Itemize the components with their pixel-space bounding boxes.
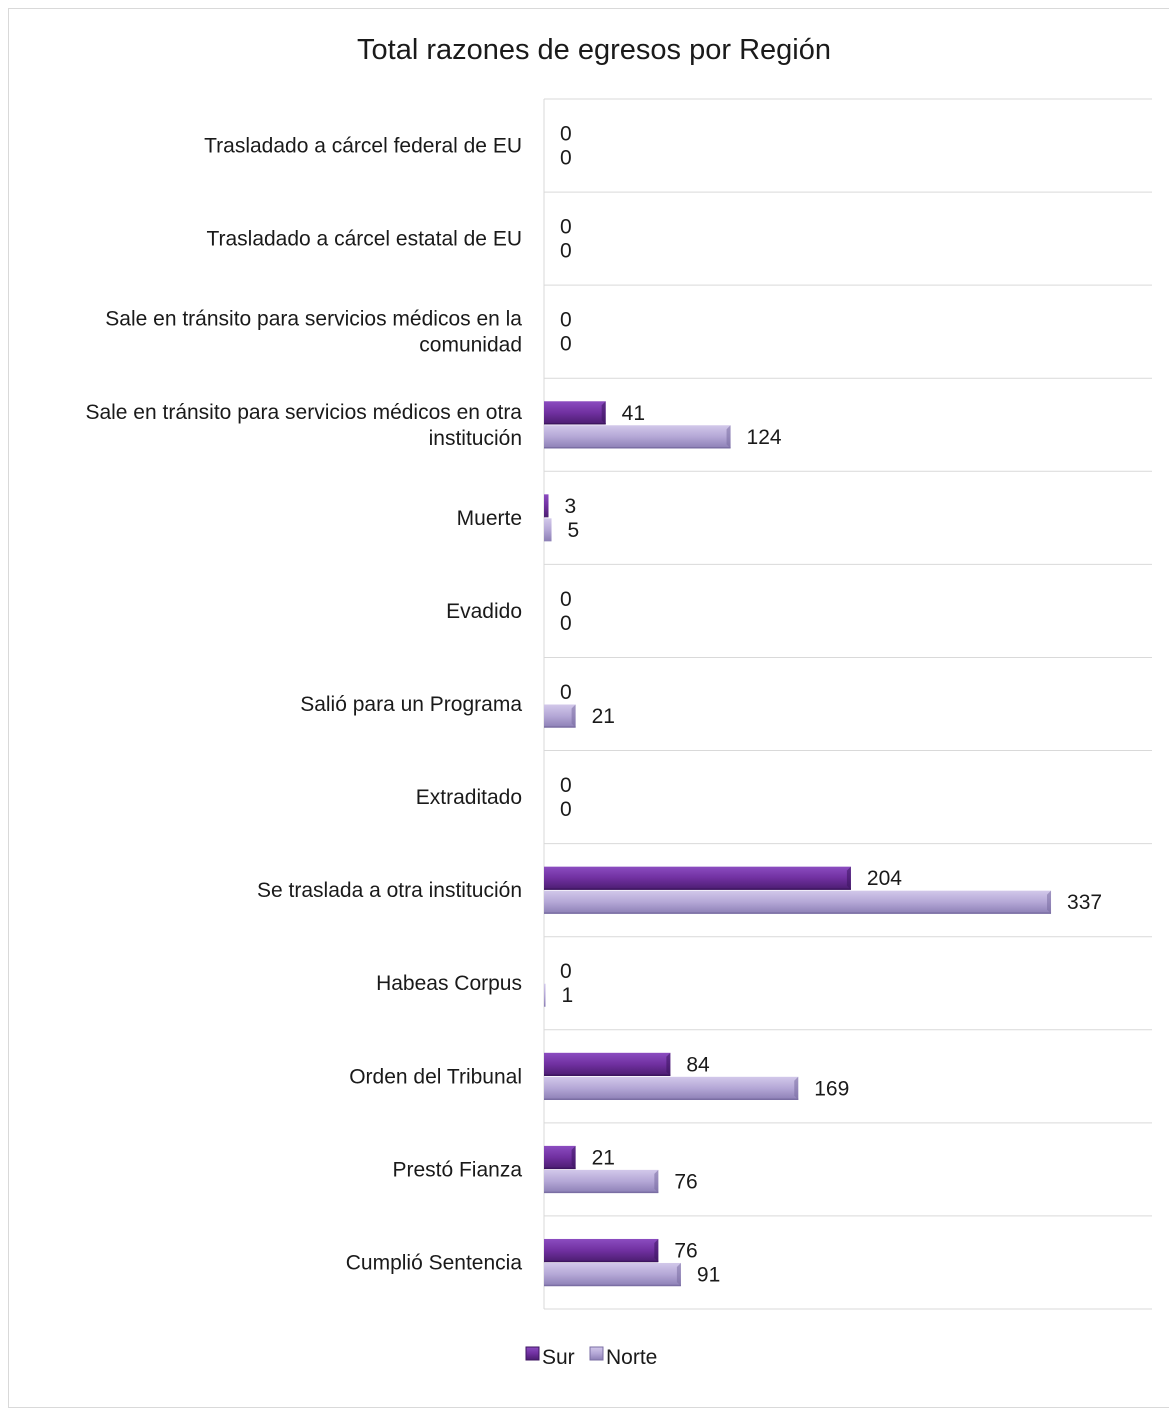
data-label-norte: 5	[568, 519, 580, 542]
bar-series	[544, 401, 1052, 1287]
data-label-sur: 0	[560, 216, 572, 239]
bar-bevel	[654, 1169, 659, 1193]
bar-sur	[544, 401, 606, 425]
bar-face	[544, 1052, 671, 1076]
bar-sur	[544, 1052, 671, 1077]
data-label-norte: 21	[592, 705, 615, 728]
bar-bevel	[676, 1262, 681, 1286]
bar-face	[544, 1238, 659, 1262]
bar-norte	[544, 518, 552, 542]
data-label-norte: 0	[560, 612, 572, 635]
bar-norte	[544, 1076, 799, 1101]
bar-sur	[544, 494, 549, 518]
bar-face	[544, 890, 1052, 914]
bar-norte	[544, 1262, 681, 1287]
legend-label-norte: Norte	[606, 1346, 657, 1369]
category-label: Habeas Corpus	[376, 972, 522, 995]
data-label-norte: 0	[560, 333, 572, 356]
data-label-sur: 204	[867, 867, 902, 890]
data-label-norte: 1	[562, 984, 574, 1007]
data-label-sur: 0	[560, 309, 572, 332]
data-label-norte: 0	[560, 147, 572, 170]
data-label-sur: 0	[560, 681, 572, 704]
category-label: Prestó Fianza	[392, 1158, 522, 1181]
bar-face	[544, 1169, 659, 1193]
category-label: Orden del Tribunal	[349, 1065, 522, 1088]
bar-bevel	[571, 1145, 576, 1169]
bar-sur	[544, 866, 851, 890]
bar-face	[544, 866, 851, 890]
category-label: Extraditado	[416, 786, 522, 809]
legend-label-sur: Sur	[542, 1346, 575, 1369]
data-label-sur: 21	[592, 1146, 615, 1169]
data-label-sur: 0	[560, 960, 572, 983]
bar-face	[544, 425, 731, 449]
legend-swatch-sur	[525, 1346, 540, 1361]
bar-sur	[544, 1238, 659, 1263]
data-label-norte: 169	[814, 1077, 849, 1100]
bar-face	[544, 401, 606, 425]
category-axis-labels: Trasladado a cárcel federal de EU Traslad…	[85, 135, 522, 1275]
data-label-norte: 337	[1067, 891, 1102, 914]
data-label-sur: 41	[622, 402, 645, 425]
bar-bevel	[1047, 890, 1052, 914]
bar-bevel	[794, 1076, 799, 1100]
bar-bevel	[601, 401, 606, 425]
category-label: Salió para un Programa	[300, 693, 522, 716]
bar-sur	[544, 1145, 576, 1170]
bar-norte	[544, 1169, 659, 1194]
bar-face	[544, 704, 576, 728]
bar-face	[544, 518, 552, 542]
bar-norte	[544, 890, 1052, 914]
legend: Sur Norte	[525, 1346, 657, 1369]
bar-norte	[544, 983, 546, 1007]
data-label-norte: 76	[674, 1170, 697, 1193]
category-label: Sale en tránsito para servicios médicos …	[85, 401, 522, 450]
category-label: Trasladado a cárcel estatal de EU	[206, 228, 522, 251]
category-label: Cumplió Sentencia	[346, 1251, 523, 1274]
category-gridlines	[543, 98, 1152, 1310]
category-label: Se traslada a otra institución	[257, 879, 522, 902]
bar-face	[544, 494, 549, 518]
data-label-norte: 91	[697, 1263, 720, 1286]
data-label-sur: 0	[560, 588, 572, 611]
bar-norte	[544, 704, 576, 728]
data-label-norte: 124	[747, 426, 782, 449]
category-label: Muerte	[457, 507, 522, 530]
bar-face	[544, 1145, 576, 1169]
bar-bevel	[666, 1052, 671, 1076]
data-label-norte: 0	[560, 798, 572, 821]
bar-face	[544, 1076, 799, 1100]
bar-bevel	[846, 866, 851, 890]
data-label-sur: 0	[560, 774, 572, 797]
data-label-sur: 3	[565, 495, 577, 518]
legend-swatch-norte	[589, 1346, 604, 1361]
bar-bevel	[726, 425, 731, 449]
data-labels: 0000004112435000210020433701841692176769…	[560, 123, 1102, 1287]
data-label-sur: 76	[674, 1239, 697, 1262]
bar-face	[544, 983, 546, 1007]
bar-bevel	[654, 1238, 659, 1262]
bar-bevel	[571, 704, 576, 728]
data-label-norte: 0	[560, 240, 572, 263]
data-label-sur: 84	[686, 1053, 710, 1076]
bar-face	[544, 1262, 681, 1286]
category-label: Trasladado a cárcel federal de EU	[204, 135, 522, 158]
data-label-sur: 0	[560, 123, 572, 146]
chart-title: Total razones de egresos por Región	[357, 34, 831, 66]
category-label: Evadido	[446, 600, 522, 623]
category-label: Sale en tránsito para servicios médicos …	[105, 308, 522, 357]
bar-norte	[544, 425, 731, 449]
